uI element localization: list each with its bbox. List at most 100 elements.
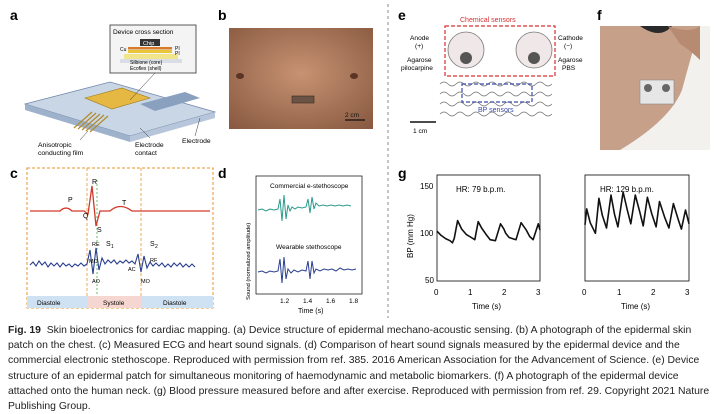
- label-MC: MC: [89, 259, 98, 265]
- anode-sign: (+): [415, 43, 423, 50]
- film-label-2: conducting film: [38, 150, 84, 157]
- scale-text-b: 2 cm: [345, 112, 359, 119]
- g-ytick-50: 50: [425, 276, 434, 285]
- panel-d: d Commercial e-stethoscope Wearable stet…: [218, 165, 363, 315]
- g-left-xtick-1: 1: [468, 288, 473, 297]
- bp-series-line-1-0: [584, 191, 690, 235]
- diastole-right-band: [141, 296, 213, 308]
- label-S1: S: [106, 241, 111, 248]
- systole-text: Systole: [103, 300, 125, 307]
- g-left-hr: HR: 79 b.p.m.: [456, 185, 505, 194]
- electrode-label: Electrode: [182, 138, 211, 145]
- commercial-trace: [257, 194, 352, 222]
- panel-d-label: d: [218, 165, 227, 181]
- label-RF: RF: [150, 258, 158, 264]
- label-S: S: [97, 227, 102, 234]
- device-board-edge-right: [130, 112, 215, 142]
- g-right-xtick-3: 3: [685, 288, 690, 297]
- ecoflex-text: Ecoflex (shell): [130, 66, 162, 72]
- skin-patch: [291, 95, 315, 104]
- neck-patch-electrode-left: [644, 84, 652, 92]
- g-right-xtick-1: 1: [617, 288, 622, 297]
- wearable-label: Wearable stethoscope: [276, 244, 342, 251]
- wearable-trace: [257, 256, 357, 284]
- label-AO: AO: [92, 279, 101, 285]
- scale-text-e: 1 cm: [413, 128, 428, 135]
- panel-b-label: b: [218, 7, 227, 23]
- anode-text: Anode: [410, 35, 429, 42]
- cathode-core: [528, 52, 540, 64]
- label-T: T: [122, 200, 127, 207]
- panel-e: e Chemical sensors Anode (+) Agarose pil…: [398, 7, 583, 135]
- g-left-xtick-0: 0: [434, 288, 439, 297]
- label-S2-sub: 2: [155, 244, 158, 250]
- bp-box: [461, 83, 533, 103]
- d-xtick-1: 1.4: [303, 298, 312, 305]
- bp-label: BP sensors: [478, 107, 514, 114]
- inset-title: Device cross section: [113, 29, 174, 36]
- conducting-film-traces: [73, 111, 109, 133]
- g-left-xlabel: Time (s): [472, 302, 501, 311]
- g-ylabel: BP (mm Hg): [406, 214, 415, 258]
- cu-layer: [128, 47, 172, 50]
- chemical-label: Chemical sensors: [460, 17, 516, 24]
- panel-a: a Device cross section Chip: [10, 7, 217, 157]
- neck-patch: [639, 79, 675, 105]
- g-ytick-100: 100: [420, 229, 434, 238]
- film-pointer: [79, 130, 89, 141]
- d-axes: [255, 175, 363, 295]
- inset-pointer: [129, 72, 156, 101]
- d-xtick-3: 1.8: [349, 298, 358, 305]
- chip-contact-pad: [84, 87, 151, 110]
- agarose-left-1: Agarose: [407, 57, 432, 64]
- chip-text: Chip: [143, 41, 154, 47]
- g-right-plot: [584, 191, 690, 235]
- d-xtick-2: 1.6: [326, 298, 335, 305]
- chest-photo: [229, 28, 373, 129]
- commercial-label: Commercial e-stethoscope: [270, 183, 349, 190]
- figure-caption: Fig. 19 Skin bioelectronics for cardiac …: [8, 323, 714, 414]
- d-xtick-0: 1.2: [280, 298, 289, 305]
- g-ytick-150: 150: [420, 182, 434, 191]
- agarose-right-2: PBS: [562, 65, 576, 72]
- caption-text: Skin bioelectronics for cardiac mapping.…: [8, 325, 710, 413]
- g-right-xtick-2: 2: [651, 288, 656, 297]
- g-right-hr: HR: 129 b.p.m.: [600, 185, 654, 194]
- label-MO: MO: [141, 279, 151, 285]
- cu-text: Cu: [120, 47, 127, 53]
- panel-b: b 2 cm: [218, 7, 373, 129]
- label-P: P: [68, 197, 73, 204]
- anode-core: [460, 52, 472, 64]
- diastole-left-text: Diastole: [37, 300, 61, 307]
- ecoflex-layer: [120, 59, 182, 63]
- pi-bottom-text: PI: [175, 51, 180, 57]
- nipple-left: [236, 73, 244, 79]
- neck-patch-electrode-right: [662, 84, 670, 92]
- contact-label-2: contact: [135, 150, 157, 157]
- panel-f-label: f: [597, 7, 602, 23]
- label-Q: Q: [83, 213, 89, 220]
- silbione-layer: [124, 54, 178, 59]
- label-AC: AC: [128, 267, 136, 273]
- cathode-sign: (−): [564, 43, 572, 50]
- pi-top-text: PI: [175, 46, 180, 52]
- label-R: R: [92, 179, 97, 186]
- electrode-pointer: [194, 117, 201, 137]
- anode-electrode: [447, 31, 485, 69]
- panel-f: f: [597, 7, 710, 150]
- d-ylabel: Sound (normalized amplitude): [246, 223, 252, 300]
- chip-block: [140, 39, 160, 46]
- systole-band: [87, 296, 141, 308]
- g-left-plot: [436, 219, 541, 244]
- heart-sound-trace: [29, 247, 196, 275]
- label-S1-sub: 1: [111, 244, 114, 250]
- g-left-xtick-2: 2: [502, 288, 507, 297]
- ear: [668, 26, 700, 60]
- pi-layer: [128, 50, 172, 53]
- g-left-xtick-3: 3: [536, 288, 541, 297]
- contact-pointer: [139, 127, 151, 139]
- figure-canvas: a Device cross section Chip: [10, 4, 710, 318]
- contact-label-1: Electrode: [135, 142, 164, 149]
- silbione-text: Silbione (core): [130, 60, 163, 66]
- hair: [640, 26, 672, 33]
